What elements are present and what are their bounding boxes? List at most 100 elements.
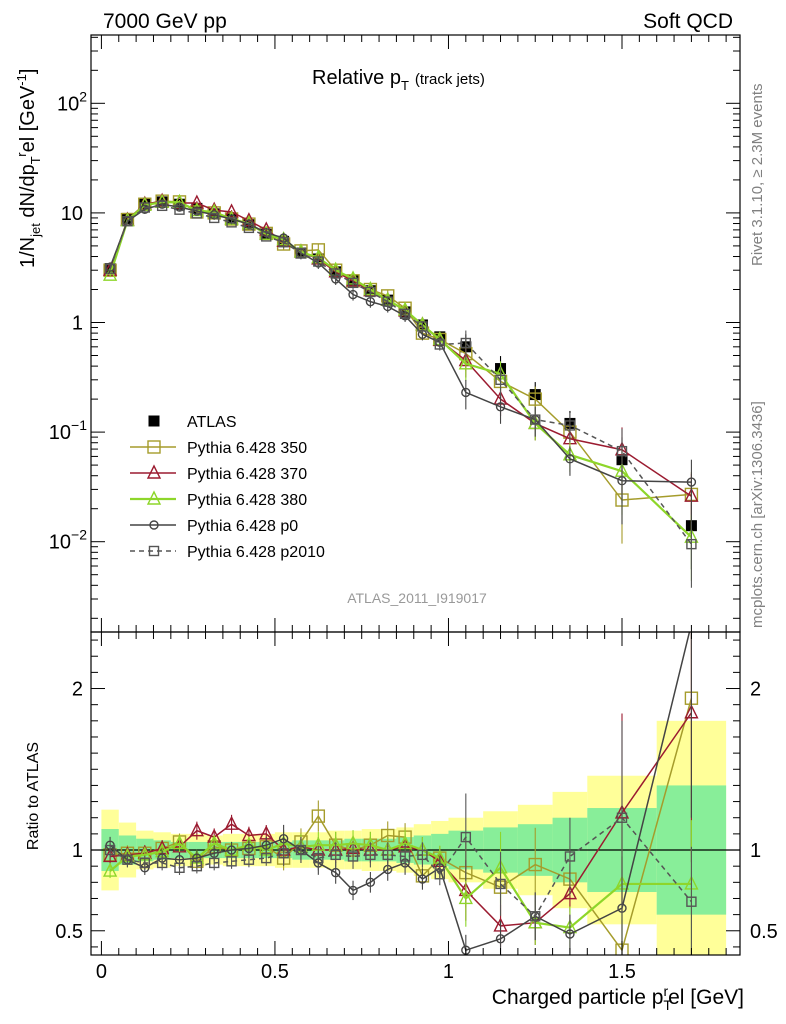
upper-point xyxy=(189,194,204,209)
lower-ytick-label-right: 0.5 xyxy=(750,921,778,943)
upper-point xyxy=(313,256,324,267)
main-title-suffix: (track jets) xyxy=(415,71,485,88)
lower-ytick-label: 0.5 xyxy=(55,921,83,943)
upper-point xyxy=(495,374,506,386)
upper-point xyxy=(278,237,289,248)
lower-ytick-label-right: 1 xyxy=(750,840,761,862)
lower-point xyxy=(156,857,168,869)
upper-point xyxy=(347,277,359,289)
upper-point xyxy=(616,445,628,457)
lower-point xyxy=(174,862,185,873)
lower-point xyxy=(347,851,359,862)
lower-point xyxy=(434,869,445,880)
lower-panel: 0.5 0.5 1 1 2 2 0 0.5 1 1.5 xyxy=(55,631,778,983)
lower-ytick-label-right: 2 xyxy=(750,679,761,701)
lower-point xyxy=(261,852,272,864)
upper-point xyxy=(209,212,220,224)
lower-point xyxy=(565,929,575,939)
legend-marker xyxy=(148,415,160,427)
lower-point xyxy=(460,831,472,843)
upper-point xyxy=(226,217,237,228)
legend: ATLAS Pythia 6.428 350 Pythia 6.428 370 Pyt… xyxy=(130,414,325,561)
lower-series-line-3 xyxy=(109,632,691,952)
legend-marker xyxy=(146,464,162,479)
upper-point xyxy=(104,263,116,274)
lower-point xyxy=(139,857,150,869)
lower-point xyxy=(226,856,237,867)
upper-series-line-5 xyxy=(109,205,693,545)
upper-point xyxy=(139,202,150,213)
upper-point xyxy=(102,266,118,281)
upper-point xyxy=(530,414,541,425)
lower-point xyxy=(102,847,118,863)
header-left: 7000 GeV pp xyxy=(103,10,227,33)
lower-point xyxy=(348,885,358,896)
upper-series-line-4 xyxy=(109,203,692,483)
upper-series-line-3 xyxy=(109,201,693,538)
upper-point xyxy=(528,392,542,406)
upper-point xyxy=(295,247,307,259)
xlabel: Charged particle pTrel [GeV] xyxy=(492,983,744,1013)
lower-point xyxy=(686,896,697,907)
analysis-id: ATLAS_2011_I919017 xyxy=(347,590,487,606)
upper-ytick-label: 10−1 xyxy=(49,417,87,444)
legend-marker xyxy=(148,545,160,557)
xtick-label: 1.5 xyxy=(608,961,636,983)
lower-point xyxy=(278,848,289,859)
lower-point xyxy=(313,852,324,864)
main-title-text: Relative p xyxy=(312,67,401,89)
lower-point xyxy=(191,860,203,872)
upper-ytick-label: 10−2 xyxy=(49,527,87,554)
upper-point xyxy=(495,402,506,412)
upper-series-2 xyxy=(102,192,699,540)
legend-label: Pythia 6.428 370 xyxy=(187,466,307,483)
main-title: Relative pT (track jets) xyxy=(312,67,485,93)
upper-panel: 10−2 10−1 1 10 102 ATLAS Pythia 6.428 350 Pythi… xyxy=(49,34,741,633)
lower-point xyxy=(189,822,204,837)
upper-point xyxy=(348,289,358,300)
upper-point xyxy=(399,308,411,320)
legend-marker xyxy=(146,490,162,505)
legend-entry: Pythia 6.428 370 xyxy=(130,464,307,483)
lower-point xyxy=(616,812,628,823)
lower-point xyxy=(365,849,376,861)
legend-marker xyxy=(149,520,159,530)
legend-label: Pythia 6.428 p2010 xyxy=(187,544,325,561)
upper-point xyxy=(191,208,203,219)
legend-entry: Pythia 6.428 350 xyxy=(130,440,307,457)
legend-marker xyxy=(147,440,161,454)
lower-point xyxy=(495,934,506,944)
legend-label: ATLAS xyxy=(187,414,237,431)
lower-point xyxy=(365,877,376,888)
upper-point xyxy=(174,204,185,215)
upper-ylabel: 1/Njet dN/dpTrel [GeV-1] xyxy=(14,69,43,268)
upper-point xyxy=(417,321,428,332)
lower-ytick-label: 1 xyxy=(72,840,83,862)
upper-point xyxy=(122,216,133,227)
upper-ytick-label: 10 xyxy=(61,203,83,225)
lower-point xyxy=(417,849,428,861)
upper-point xyxy=(565,454,575,464)
upper-point xyxy=(156,200,168,212)
legend-entry: Pythia 6.428 380 xyxy=(130,490,307,509)
upper-point xyxy=(686,538,697,550)
lower-point xyxy=(399,851,411,862)
legend-label: Pythia 6.428 350 xyxy=(187,440,307,457)
lower-frame xyxy=(90,631,741,956)
upper-point xyxy=(434,339,445,350)
lower-series-4 xyxy=(104,720,697,955)
lower-point xyxy=(330,849,341,861)
upper-point xyxy=(365,286,376,298)
upper-point xyxy=(460,337,472,349)
upper-point xyxy=(686,477,697,487)
xtick-label: 0.5 xyxy=(261,961,289,983)
lower-point xyxy=(295,844,307,856)
upper-point xyxy=(564,420,576,431)
lower-point xyxy=(528,857,542,872)
lower-point xyxy=(209,857,220,869)
lower-point xyxy=(562,885,578,900)
legend-label: Pythia 6.428 380 xyxy=(187,492,307,509)
upper-ytick-label: 102 xyxy=(57,88,87,115)
xtick-label: 1 xyxy=(443,961,454,983)
